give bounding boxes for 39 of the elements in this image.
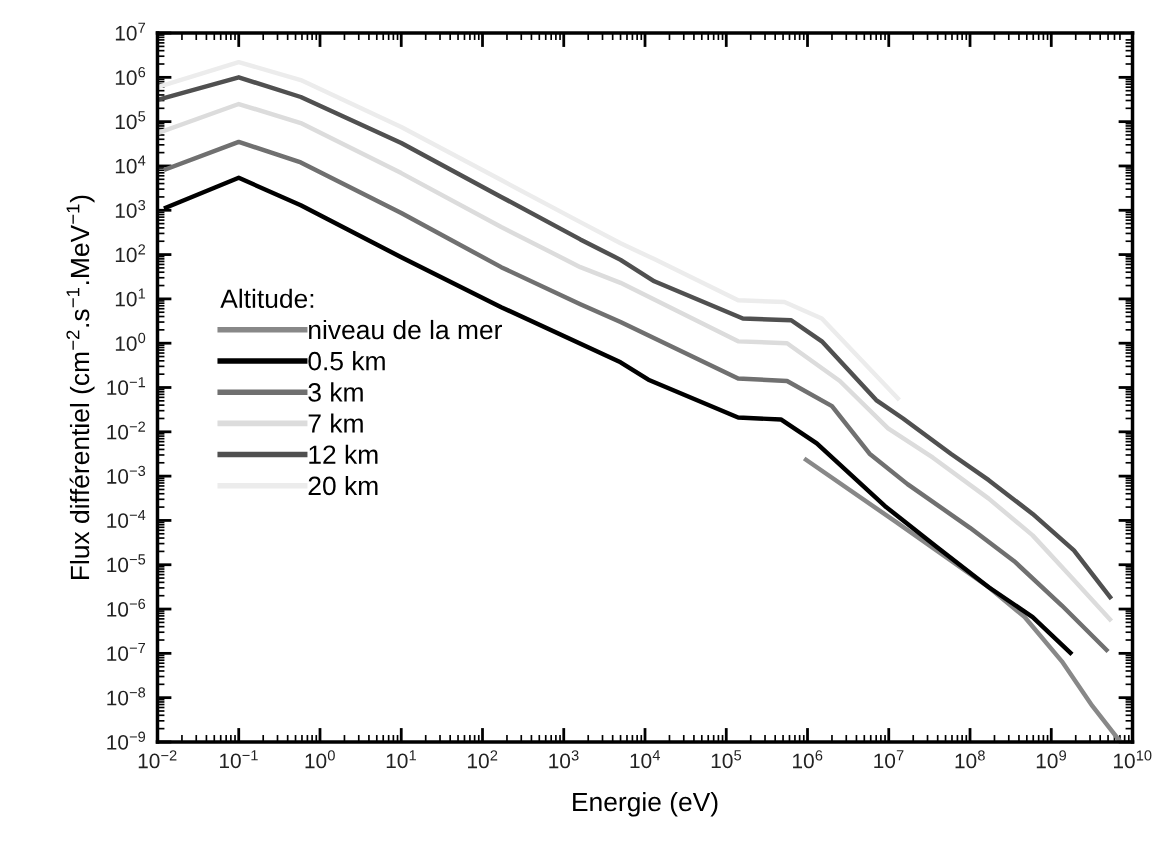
x-tick-label: 10$^{2}$	[468, 750, 498, 769]
legend-label: niveau de la mer	[309, 319, 502, 340]
legend-title: Altitude:	[220, 288, 314, 309]
x-tick-label: 10$^{9}$	[1036, 750, 1067, 769]
x-tick-label: 10$^{−1}$	[220, 750, 258, 769]
y-tick-label: 10$^{0}$	[115, 332, 146, 351]
y-tick-label: 10$^{−2}$	[107, 421, 146, 440]
y-axis-title: Flux différentiel (cm$^{−2}$.s$^{−1}$.MeV$^{−1}$)	[66, 195, 95, 580]
y-tick-label: 10$^{1}$	[115, 288, 146, 307]
legend-label: 3 km	[308, 382, 363, 402]
x-tick-label: 10$^{10}$	[1114, 750, 1152, 769]
y-tick-label: 10$^{−6}$	[107, 598, 146, 617]
y-tick-label: 10$^{−7}$	[107, 642, 146, 661]
y-tick-label: 10$^{−5}$	[107, 554, 146, 573]
legend-label: 0.5 km	[308, 351, 385, 371]
legend-label: 12 km	[309, 444, 378, 464]
x-tick-label: 10$^{5}$	[711, 750, 742, 769]
y-tick-label: 10$^{−1}$	[107, 377, 146, 396]
legend-label: 7 km	[308, 413, 363, 433]
x-axis-title: Energie (eV)	[573, 791, 718, 817]
y-tick-label: 10$^{4}$	[115, 155, 146, 174]
y-tick-label: 10$^{6}$	[115, 66, 146, 86]
legend-label: 20 km	[308, 475, 378, 496]
x-tick-label: 10$^{4}$	[630, 750, 661, 769]
x-tick-label: 10$^{1}$	[386, 750, 416, 769]
y-tick-label: 10$^{2}$	[115, 244, 146, 263]
y-tick-label: 10$^{−9}$	[107, 731, 146, 750]
x-tick-label: 10$^{−2}$	[138, 750, 177, 769]
x-tick-label: 10$^{0}$	[305, 750, 335, 769]
x-tick-label: 10$^{6}$	[793, 750, 823, 769]
y-tick-label: 10$^{−3}$	[107, 465, 146, 484]
y-tick-label: 10$^{5}$	[115, 111, 146, 130]
x-tick-label: 10$^{3}$	[549, 750, 579, 769]
y-tick-label: 10$^{3}$	[115, 199, 146, 218]
y-tick-label: 10$^{−8}$	[107, 687, 146, 706]
x-tick-label: 10$^{8}$	[955, 750, 985, 769]
x-tick-label: 10$^{7}$	[874, 750, 904, 769]
y-tick-label: 10$^{7}$	[115, 22, 146, 41]
y-tick-label: 10$^{−4}$	[107, 510, 146, 528]
